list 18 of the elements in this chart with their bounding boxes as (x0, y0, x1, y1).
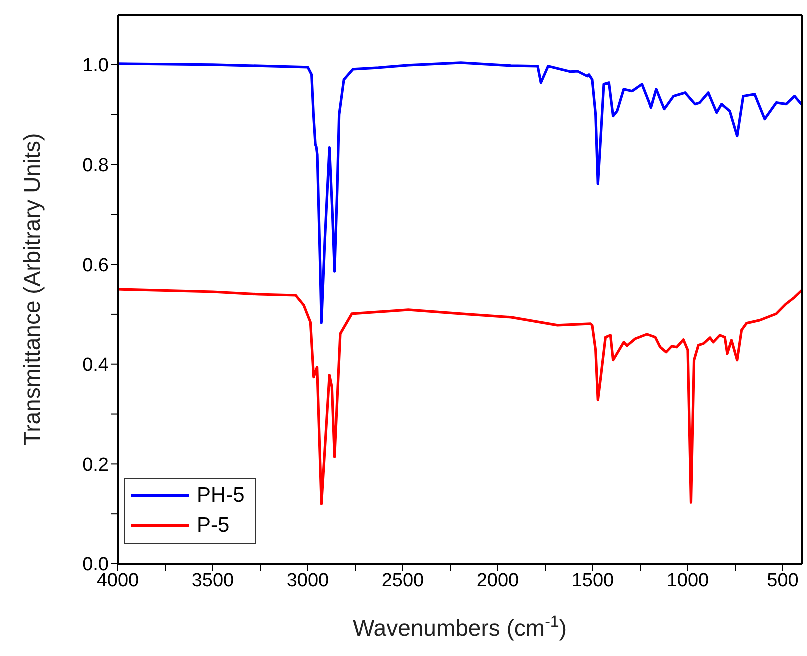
y-tick-label: 0.2 (82, 454, 109, 476)
x-tick-label: 3500 (192, 570, 234, 592)
x-tick-label: 1000 (666, 570, 710, 592)
y-axis-title: Transmittance (Arbitrary Units) (19, 133, 45, 446)
x-tick-label: 2500 (382, 570, 424, 592)
legend-label: P-5 (197, 514, 230, 538)
x-tick-label: 2000 (476, 570, 520, 592)
x-axis-title: Wavenumbers (cm$^{-1}$) (352, 613, 568, 641)
line-series (118, 62, 802, 324)
y-tick-label: 0.4 (82, 355, 110, 376)
x-tick-label: 3000 (286, 570, 330, 592)
y-tick-label: 0.8 (82, 155, 109, 176)
legend-label: PH-5 (197, 484, 245, 508)
line-series (118, 288, 802, 506)
x-tick-label: 1500 (572, 570, 614, 592)
text: 1.0 (82, 56, 109, 77)
y-tick-label: 0.6 (82, 255, 109, 276)
x-tick-label: 500 (767, 570, 799, 592)
